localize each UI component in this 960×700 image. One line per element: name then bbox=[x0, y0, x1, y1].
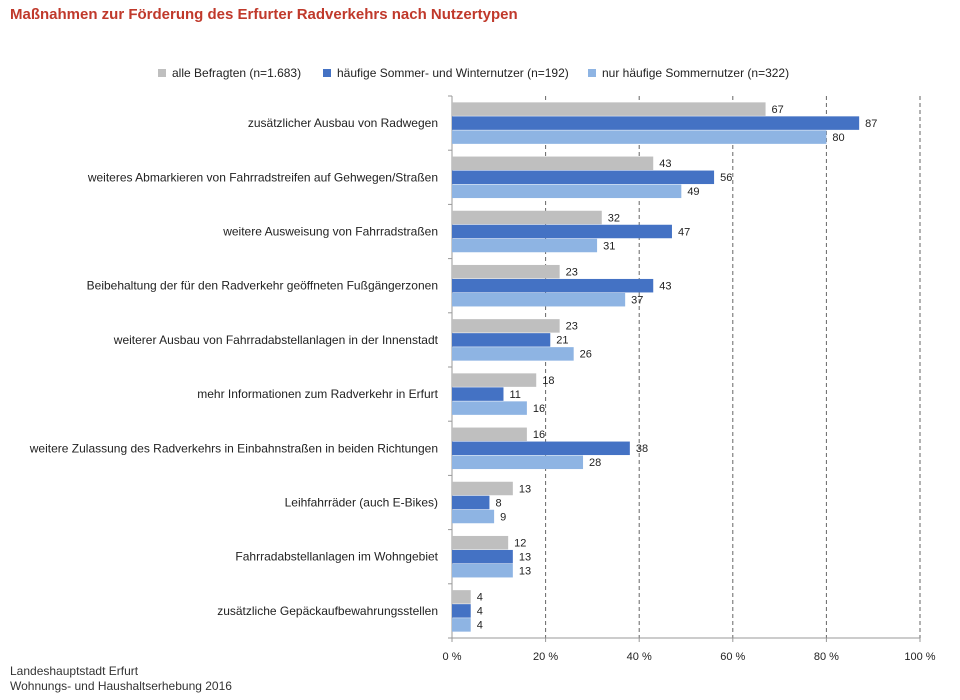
legend-label: alle Befragten (n=1.683) bbox=[172, 66, 302, 80]
bar bbox=[452, 210, 602, 225]
source-line-2: Wohnungs- und Haushaltserhebung 2016 bbox=[10, 679, 232, 693]
x-tick-label: 0 % bbox=[443, 651, 462, 663]
category-label: weitere Ausweisung von Fahrradstraßen bbox=[222, 225, 438, 239]
bar-value-label: 28 bbox=[589, 457, 601, 469]
bar bbox=[452, 238, 598, 253]
bar-value-label: 13 bbox=[519, 565, 531, 577]
bar bbox=[452, 495, 490, 510]
x-tick-label: 60 % bbox=[720, 651, 745, 663]
bar bbox=[452, 604, 471, 618]
bar bbox=[452, 535, 509, 550]
bar bbox=[452, 590, 471, 604]
bar-value-label: 8 bbox=[495, 497, 501, 509]
category-label: weitere Zulassung des Radverkehrs in Ein… bbox=[29, 441, 438, 455]
legend-swatch bbox=[588, 69, 596, 77]
bar bbox=[452, 224, 672, 239]
bar-value-label: 21 bbox=[556, 335, 568, 347]
bar bbox=[452, 319, 560, 333]
bar bbox=[452, 278, 654, 293]
bar bbox=[452, 170, 715, 185]
bar bbox=[452, 387, 504, 401]
category-label: zusätzliche Gepäckaufbewahrungsstellen bbox=[217, 604, 438, 618]
bar-value-label: 4 bbox=[477, 606, 483, 618]
category-label: zusätzlicher Ausbau von Radwegen bbox=[248, 116, 438, 130]
bar-value-label: 23 bbox=[566, 321, 578, 333]
bar bbox=[452, 481, 513, 496]
bar bbox=[452, 347, 574, 361]
category-label: weiteres Abmarkieren von Fahrradstreifen… bbox=[87, 170, 438, 184]
bar bbox=[452, 563, 513, 578]
source-line-1: Landeshauptstadt Erfurt bbox=[10, 664, 139, 678]
bar bbox=[452, 102, 766, 116]
bar-value-label: 26 bbox=[580, 349, 592, 361]
bar-value-label: 43 bbox=[659, 280, 671, 292]
bar bbox=[452, 373, 537, 387]
bar bbox=[452, 116, 860, 130]
bar-value-label: 11 bbox=[509, 389, 520, 401]
bar bbox=[452, 156, 654, 171]
bar bbox=[452, 184, 682, 199]
legend-item-sommer-winter: häufige Sommer- und Winternutzer (n=192) bbox=[323, 66, 569, 80]
bar-value-label: 49 bbox=[687, 186, 699, 198]
bar bbox=[452, 549, 513, 564]
bar-value-label: 16 bbox=[533, 403, 545, 415]
bar bbox=[452, 130, 827, 144]
bar-value-label: 43 bbox=[659, 158, 671, 170]
bar-value-label: 4 bbox=[477, 592, 483, 604]
category-label: Leihfahrräder (auch E-Bikes) bbox=[285, 496, 438, 510]
legend-swatch bbox=[158, 69, 166, 77]
bar-value-label: 37 bbox=[631, 294, 643, 306]
x-tick-label: 20 % bbox=[533, 651, 558, 663]
chart-title: Maßnahmen zur Förderung des Erfurter Rad… bbox=[10, 6, 518, 23]
bar-value-label: 12 bbox=[514, 537, 526, 549]
legend: alle Befragten (n=1.683) häufige Sommer-… bbox=[0, 66, 960, 86]
bar bbox=[452, 455, 584, 470]
category-label: mehr Informationen zum Radverkehr in Erf… bbox=[197, 387, 438, 401]
category-label: weiterer Ausbau von Fahrradabstellanlage… bbox=[113, 333, 439, 347]
x-tick-label: 80 % bbox=[814, 651, 839, 663]
legend-label: nur häufige Sommernutzer (n=322) bbox=[602, 66, 790, 80]
source-note: Landeshauptstadt Erfurt Wohnungs- und Ha… bbox=[10, 664, 232, 694]
bar-value-label: 16 bbox=[533, 429, 545, 441]
bar-value-label: 18 bbox=[542, 375, 554, 387]
x-tick-label: 100 % bbox=[904, 651, 935, 663]
bar-value-label: 80 bbox=[832, 132, 844, 144]
legend-item-alle-befragten: alle Befragten (n=1.683) bbox=[158, 66, 301, 80]
category-label: Fahrradabstellanlagen im Wohngebiet bbox=[235, 550, 438, 564]
bar bbox=[452, 441, 630, 456]
bar-value-label: 23 bbox=[566, 266, 578, 278]
bar bbox=[452, 427, 527, 442]
bar-value-label: 67 bbox=[772, 104, 784, 116]
bar bbox=[452, 264, 560, 279]
bar-value-label: 47 bbox=[678, 226, 690, 238]
bar-value-label: 31 bbox=[603, 240, 615, 252]
bar-value-label: 32 bbox=[608, 212, 620, 224]
bar bbox=[452, 401, 527, 415]
bar bbox=[452, 509, 495, 524]
bar-value-label: 38 bbox=[636, 443, 648, 455]
legend-swatch bbox=[323, 69, 331, 77]
bar-value-label: 56 bbox=[720, 172, 732, 184]
legend-item-sommernutzer: nur häufige Sommernutzer (n=322) bbox=[588, 66, 789, 80]
bar bbox=[452, 618, 471, 632]
bar bbox=[452, 333, 551, 347]
bar bbox=[452, 292, 626, 307]
bar-value-label: 13 bbox=[519, 483, 531, 495]
x-tick-label: 40 % bbox=[627, 651, 652, 663]
category-label: Beibehaltung der für den Radverkehr geöf… bbox=[87, 279, 438, 293]
legend-label: häufige Sommer- und Winternutzer (n=192) bbox=[337, 66, 569, 80]
bar-value-label: 13 bbox=[519, 551, 531, 563]
bar-value-label: 4 bbox=[477, 620, 483, 632]
bar-value-label: 9 bbox=[500, 511, 506, 523]
bar-value-label: 87 bbox=[865, 118, 877, 130]
